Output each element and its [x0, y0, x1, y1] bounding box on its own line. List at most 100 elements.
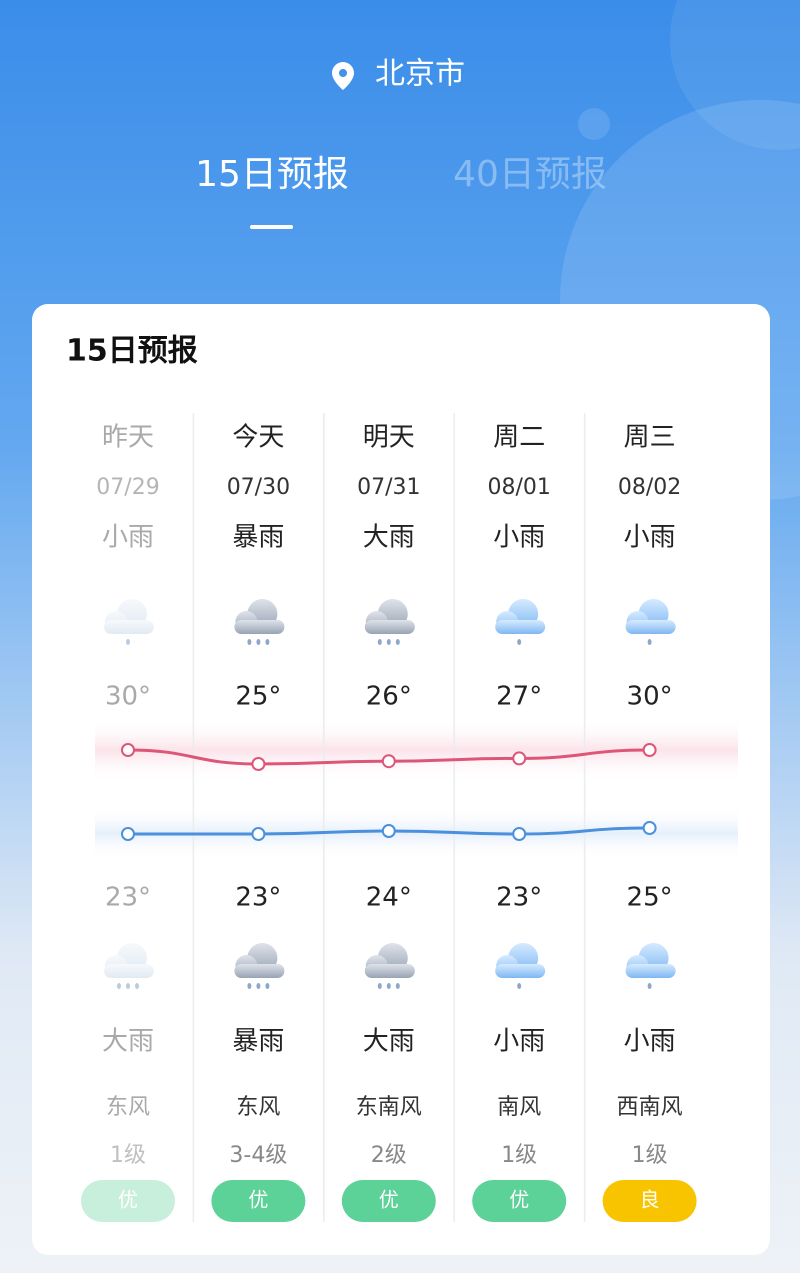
wind-direction: 东南风 — [356, 1095, 422, 1120]
cloud-part — [234, 620, 285, 634]
day-date: 08/01 — [487, 475, 550, 500]
weather-icon — [104, 943, 154, 989]
cloud-part — [104, 620, 154, 634]
rain-drop — [386, 983, 391, 989]
rain-drop — [395, 639, 400, 645]
low-point — [512, 827, 527, 841]
rain-drop — [517, 983, 522, 989]
cloud-part — [495, 620, 546, 634]
day-date: 07/30 — [227, 475, 290, 500]
weather-icon — [625, 599, 676, 645]
day-date: 07/31 — [357, 475, 420, 500]
aqi-pill — [81, 1180, 175, 1222]
weather-icon — [625, 943, 676, 989]
high-temp: 30° — [105, 682, 151, 712]
wind-level: 3-4级 — [229, 1143, 287, 1168]
weather-icon — [234, 943, 285, 989]
rain-drop — [256, 983, 261, 989]
high-point — [121, 743, 135, 757]
pin-icon — [332, 62, 354, 90]
day-name: 周二 — [493, 423, 545, 453]
night-weather: 暴雨 — [232, 1027, 284, 1057]
cloud-part — [625, 964, 676, 978]
rain-drop — [647, 983, 652, 989]
rain-drop — [126, 983, 130, 989]
day-weather: 小雨 — [624, 523, 676, 553]
wind-direction: 西南风 — [617, 1095, 683, 1120]
aqi-badge: 优 — [81, 1180, 175, 1222]
tab-indicator — [250, 225, 293, 229]
aqi-badge: 优 — [341, 1180, 436, 1222]
high-point — [251, 757, 266, 771]
wind-level: 1级 — [632, 1143, 668, 1168]
rain-drop — [395, 983, 400, 989]
aqi-pill — [211, 1180, 306, 1222]
night-weather: 大雨 — [363, 1027, 415, 1057]
rain-drop — [265, 639, 270, 645]
day-weather: 小雨 — [493, 523, 545, 553]
high-temp: 30° — [627, 682, 673, 712]
weather-icon — [104, 599, 154, 645]
wind-direction: 南风 — [497, 1095, 541, 1120]
weather-icon — [495, 599, 546, 645]
aqi-label: 优 — [509, 1188, 529, 1212]
night-weather: 小雨 — [493, 1027, 545, 1057]
low-temp: 23° — [496, 883, 542, 913]
location-name: 北京市 — [375, 57, 465, 92]
day-name: 明天 — [363, 423, 415, 453]
weather-icon — [364, 943, 415, 989]
cloud-part — [495, 964, 546, 978]
cloud-part — [364, 964, 415, 978]
weather-icon — [234, 599, 285, 645]
rain-drop — [126, 639, 130, 645]
day-name: 周三 — [624, 423, 676, 453]
aqi-pill — [602, 1180, 697, 1222]
weather-icon — [364, 599, 415, 645]
high-temp: 27° — [496, 682, 542, 712]
night-weather: 小雨 — [624, 1027, 676, 1057]
decor-circle — [670, 0, 800, 150]
wind-direction: 东风 — [236, 1095, 280, 1120]
rain-drop — [265, 983, 270, 989]
aqi-label: 优 — [379, 1188, 399, 1212]
rain-drop — [247, 983, 252, 989]
card-title: 15日预报 — [66, 334, 198, 369]
aqi-badge: 良 — [602, 1180, 697, 1222]
rain-drop — [117, 983, 121, 989]
rain-drop — [247, 639, 252, 645]
decor-circle — [578, 108, 610, 140]
low-point — [251, 827, 266, 841]
cloud-part — [625, 620, 676, 634]
location[interactable]: 北京市 — [332, 57, 465, 92]
low-point — [381, 824, 396, 838]
rain-drop — [377, 639, 382, 645]
day-date: 08/02 — [618, 475, 681, 500]
aqi-badge: 优 — [472, 1180, 567, 1222]
aqi-label: 优 — [248, 1188, 268, 1212]
wind-level: 1级 — [501, 1143, 537, 1168]
day-name: 昨天 — [102, 423, 154, 453]
high-point — [381, 754, 396, 769]
aqi-pill — [472, 1180, 567, 1222]
day-weather: 小雨 — [102, 523, 154, 553]
cloud-part — [104, 964, 154, 978]
weather-icon — [495, 943, 546, 989]
wind-level: 2级 — [371, 1143, 407, 1168]
aqi-label: 优 — [118, 1188, 138, 1212]
low-point — [642, 821, 657, 835]
night-weather: 大雨 — [102, 1027, 154, 1057]
low-temp: 24° — [366, 883, 412, 913]
low-point — [121, 827, 135, 841]
rain-drop — [256, 639, 261, 645]
tab[interactable]: 15日预报 — [195, 154, 349, 195]
tab[interactable]: 40日预报 — [453, 154, 607, 195]
day-name: 今天 — [232, 423, 284, 453]
wind-level: 1级 — [110, 1143, 146, 1168]
rain-drop — [377, 983, 382, 989]
high-point — [512, 751, 527, 766]
day-date: 07/29 — [96, 475, 159, 500]
low-temp: 23° — [105, 883, 151, 913]
aqi-badge: 优 — [211, 1180, 306, 1222]
